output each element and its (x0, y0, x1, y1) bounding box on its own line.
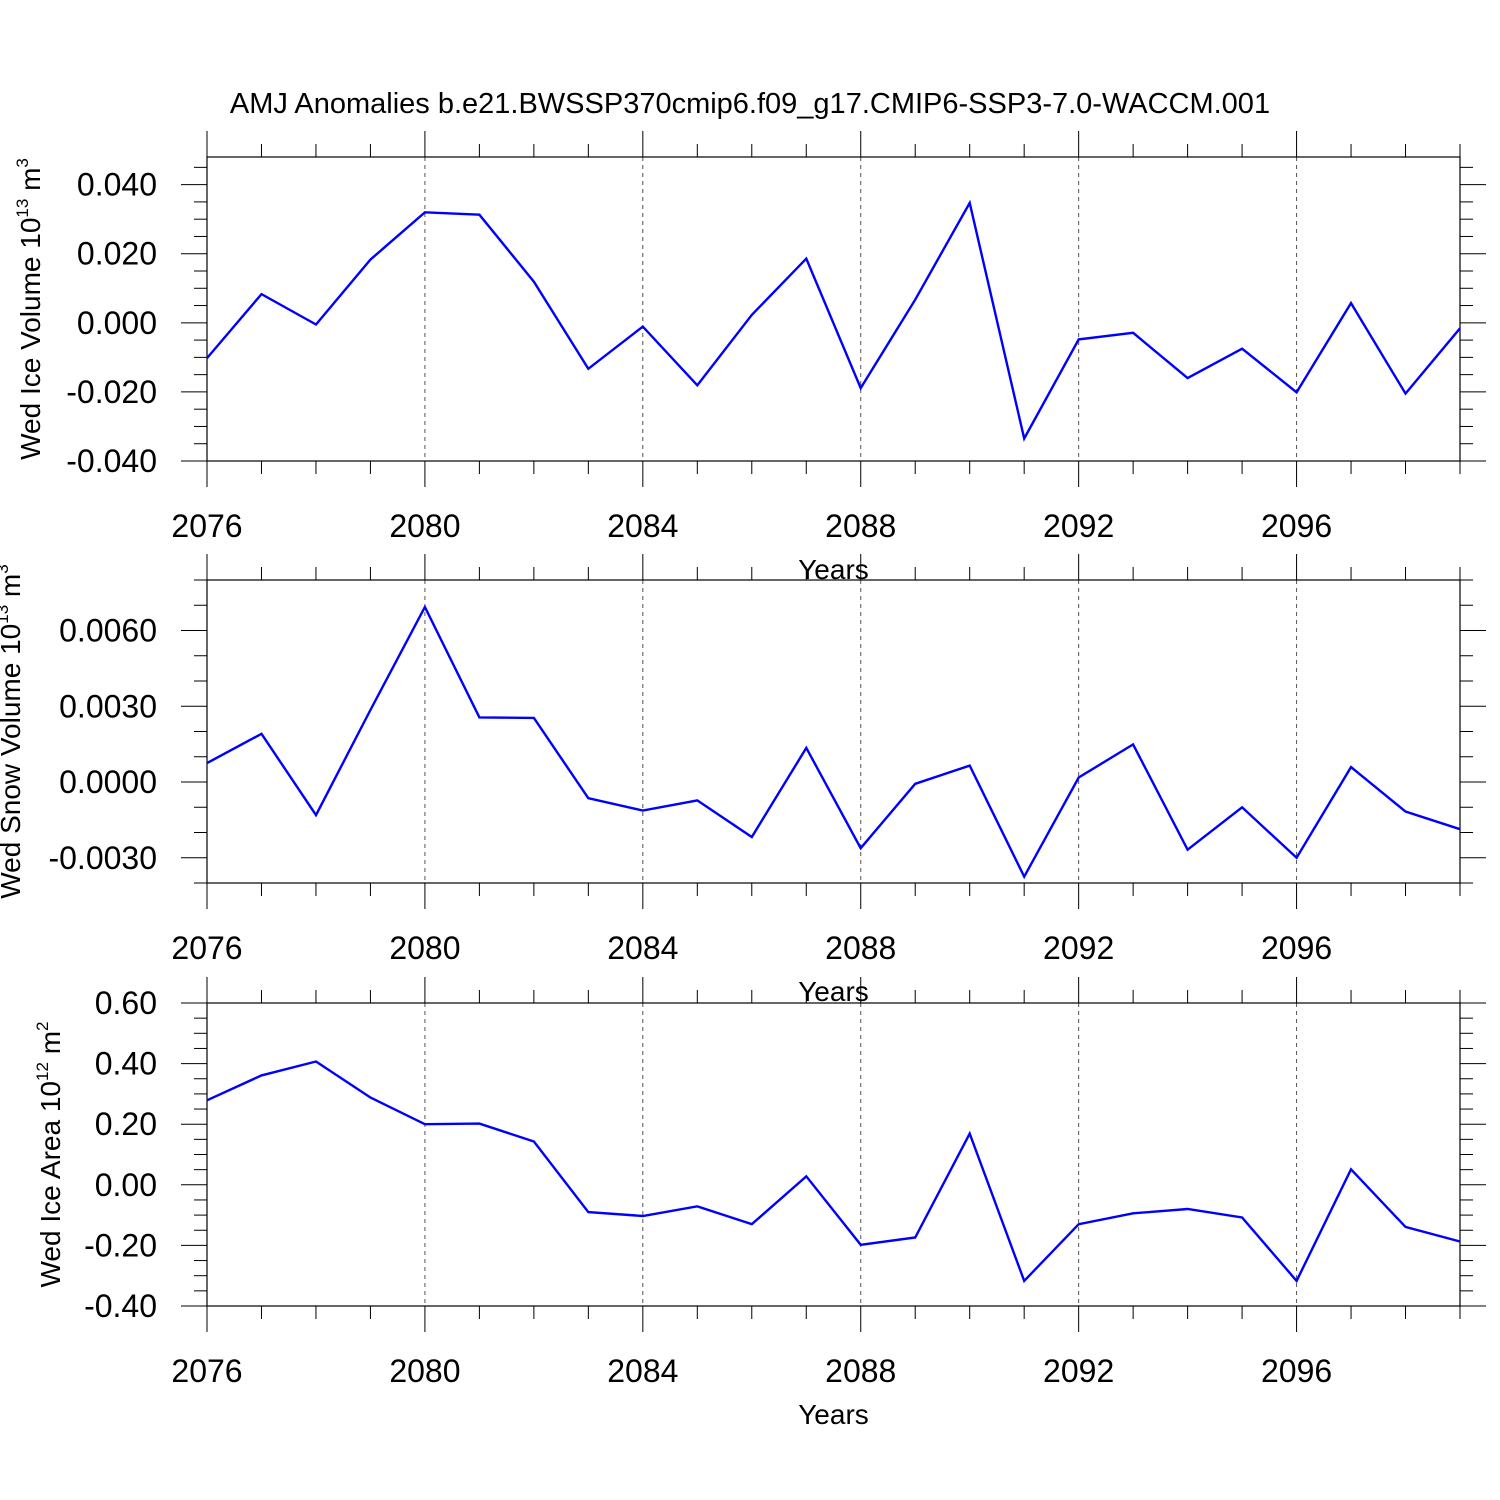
plot-frame (206, 579, 1461, 884)
y-tick-label: 0.020 (77, 236, 157, 272)
y-tick-label: 0.000 (77, 305, 157, 341)
chart-panel-1: -0.040 -0.020 0.000 0.020 0.040 2076 2080 2084 2… (13, 131, 1486, 585)
y-axis-label: Wed Ice Area 1012 m2 (33, 1022, 66, 1288)
y-tick-label: -0.020 (66, 374, 157, 410)
x-tick-label: 2080 (389, 508, 460, 544)
x-tick-label: 2096 (1261, 930, 1332, 966)
figure-title: AMJ Anomalies b.e21.BWSSP370cmip6.f09_g1… (229, 88, 1271, 120)
plot-frame (206, 1002, 1461, 1307)
y-axis-label: Wed Ice Volume 1013 m3 (13, 158, 46, 460)
y-tick-label: -0.040 (66, 443, 157, 479)
y-tick-label: 0.60 (95, 985, 157, 1021)
x-tick-label: 2084 (607, 1353, 678, 1389)
series-line (206, 604, 1461, 880)
x-tick-label: 2088 (825, 1353, 896, 1389)
x-tick-label: 2088 (825, 930, 896, 966)
x-tick-label: 2088 (825, 508, 896, 544)
y-tick-label: 0.0060 (59, 613, 157, 649)
x-tick-label: 2092 (1043, 930, 1114, 966)
y-tick-label: 0.20 (95, 1106, 157, 1142)
x-tick-label: 2076 (171, 930, 242, 966)
y-tick-label: 0.0000 (59, 764, 157, 800)
y-tick-label: 0.00 (95, 1167, 157, 1203)
x-tick-label: 2076 (171, 508, 242, 544)
chart-panel-2: -0.0030 0.0000 0.0030 0.0060 2076 2080 2084 208… (0, 554, 1486, 1007)
x-tick-label: 2076 (171, 1353, 242, 1389)
x-tick-label: 2096 (1261, 1353, 1332, 1389)
y-tick-label: 0.040 (77, 167, 157, 203)
y-tick-label: -0.20 (84, 1227, 157, 1263)
x-tick-label: 2084 (607, 930, 678, 966)
x-axis-label: Years (798, 1399, 869, 1430)
x-tick-label: 2080 (389, 930, 460, 966)
x-tick-label: 2092 (1043, 1353, 1114, 1389)
y-tick-label: 0.0030 (59, 688, 157, 724)
x-tick-label: 2080 (389, 1353, 460, 1389)
series-line (206, 1060, 1461, 1284)
y-tick-label: -0.40 (84, 1288, 157, 1324)
y-tick-label: 0.40 (95, 1046, 157, 1082)
y-axis-label: Wed Snow Volume 1013 m3 (0, 564, 26, 898)
y-tick-label: -0.0030 (48, 840, 157, 876)
series-line (206, 199, 1461, 442)
x-tick-label: 2096 (1261, 508, 1332, 544)
chart-panel-3: -0.40 -0.20 0.00 0.20 0.40 0.60 2076 2080 2084 20… (33, 977, 1486, 1430)
x-axis-label: Years (798, 976, 869, 1007)
plot-frame (206, 156, 1461, 462)
x-tick-label: 2084 (607, 508, 678, 544)
x-tick-label: 2092 (1043, 508, 1114, 544)
